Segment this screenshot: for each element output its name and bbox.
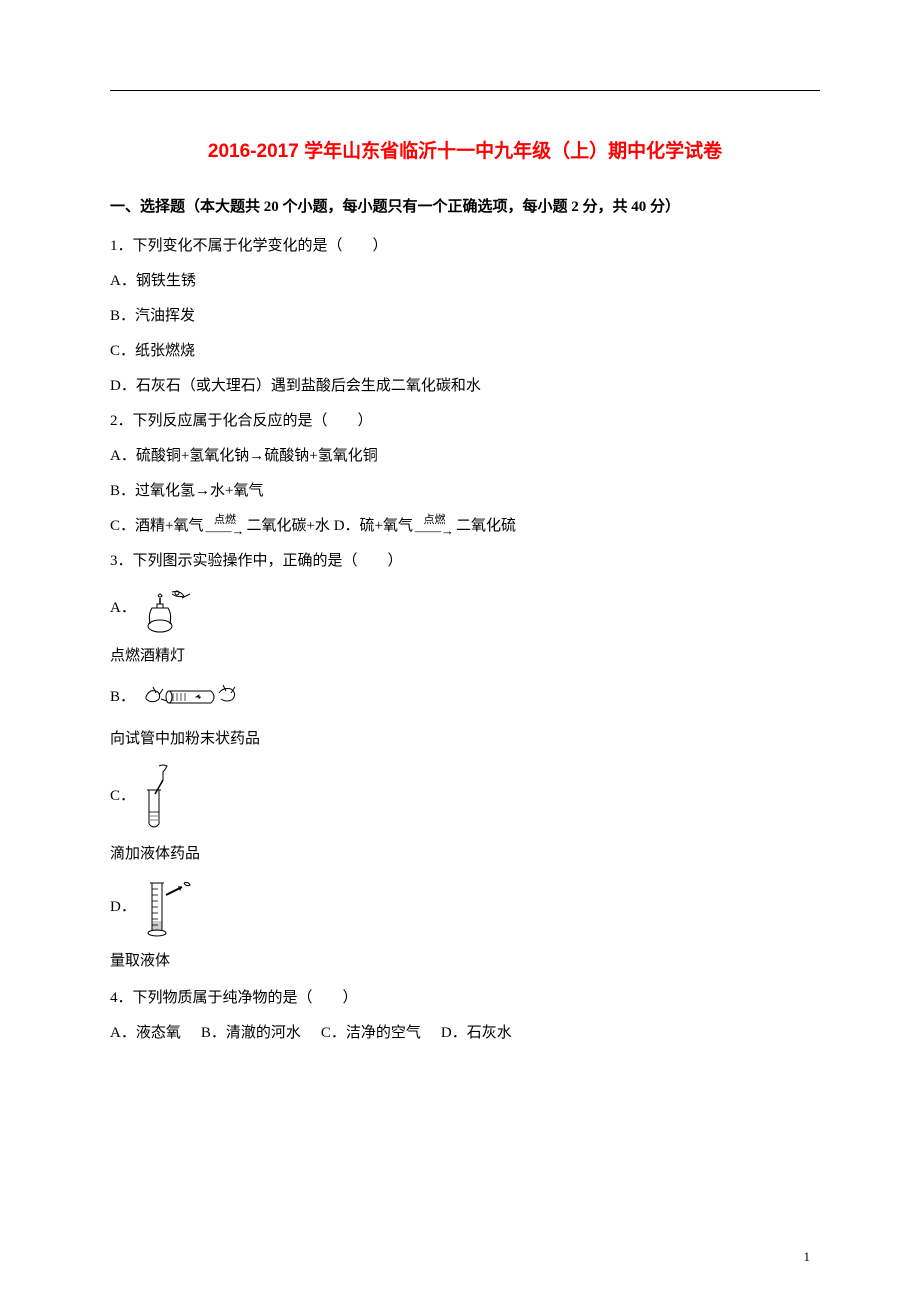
reaction-arrow-icon: 点燃 ——→ (415, 515, 454, 537)
test-tube-powder-icon (141, 679, 241, 717)
q2-option-d: D．硫+氧气 点燃 ——→ 二氧化硫 (334, 510, 516, 543)
q4-option-b: B．清澈的河水 (201, 1017, 301, 1050)
q2-option-a: A．硫酸铜+氢氧化钠→硫酸钠+氢氧化铜 (110, 440, 820, 473)
q4-option-d: D．石灰水 (441, 1017, 512, 1050)
q2-option-b: B．过氧化氢→水+氧气 (110, 475, 820, 508)
q3-d-label: 量取液体 (110, 945, 820, 978)
q3-d-letter: D． (110, 891, 136, 924)
q4-option-a: A．液态氧 (110, 1017, 181, 1050)
q3-a-label: 点燃酒精灯 (110, 640, 820, 673)
page-number: 1 (804, 1243, 811, 1272)
header-divider (110, 90, 820, 91)
q2-option-c: C．酒精+氧气 点燃 ——→ 二氧化碳+水 (110, 510, 330, 543)
q3-b-letter: B． (110, 681, 135, 714)
question-4-stem: 4．下列物质属于纯净物的是（ ） (110, 982, 820, 1015)
q4-option-c: C．洁净的空气 (321, 1017, 421, 1050)
question-2-stem: 2．下列反应属于化合反应的是（ ） (110, 405, 820, 438)
q1-option-a: A．钢铁生锈 (110, 265, 820, 298)
arrow-icon: ——→ (205, 524, 244, 537)
q2-d-post: 二氧化硫 (456, 510, 516, 543)
exam-title: 2016-2017 学年山东省临沂十一中九年级（上）期中化学试卷 (110, 131, 820, 173)
q4-options-row: A．液态氧 B．清澈的河水 C．洁净的空气 D．石灰水 (110, 1017, 820, 1050)
question-3-stem: 3．下列图示实验操作中，正确的是（ ） (110, 545, 820, 578)
q3-c-letter: C． (110, 780, 135, 813)
dropper-test-tube-icon (141, 762, 186, 832)
q3-option-b: B． (110, 679, 820, 717)
q3-option-d: D． (110, 877, 820, 939)
section-header: 一、选择题（本大题共 20 个小题，每小题只有一个正确选项，每小题 2 分，共 … (110, 191, 820, 224)
q1-option-d: D．石灰石（或大理石）遇到盐酸后会生成二氧化碳和水 (110, 370, 820, 403)
q2-c-pre: C．酒精+氧气 (110, 510, 203, 543)
q1-option-b: B．汽油挥发 (110, 300, 820, 333)
q2-c-post: 二氧化碳+水 (246, 510, 329, 543)
graduated-cylinder-icon (142, 877, 197, 939)
q3-option-c: C． (110, 762, 820, 832)
q2-d-pre: D．硫+氧气 (334, 510, 413, 543)
q3-c-label: 滴加液体药品 (110, 838, 820, 871)
q3-a-letter: A． (110, 592, 136, 625)
q1-option-c: C．纸张燃烧 (110, 335, 820, 368)
q3-option-a: A． (110, 584, 820, 634)
question-1-stem: 1．下列变化不属于化学变化的是（ ） (110, 230, 820, 263)
arrow-icon: ——→ (415, 524, 454, 537)
q3-b-label: 向试管中加粉末状药品 (110, 723, 820, 756)
reaction-arrow-icon: 点燃 ——→ (205, 515, 244, 537)
alcohol-lamp-lighting-icon (142, 584, 197, 634)
